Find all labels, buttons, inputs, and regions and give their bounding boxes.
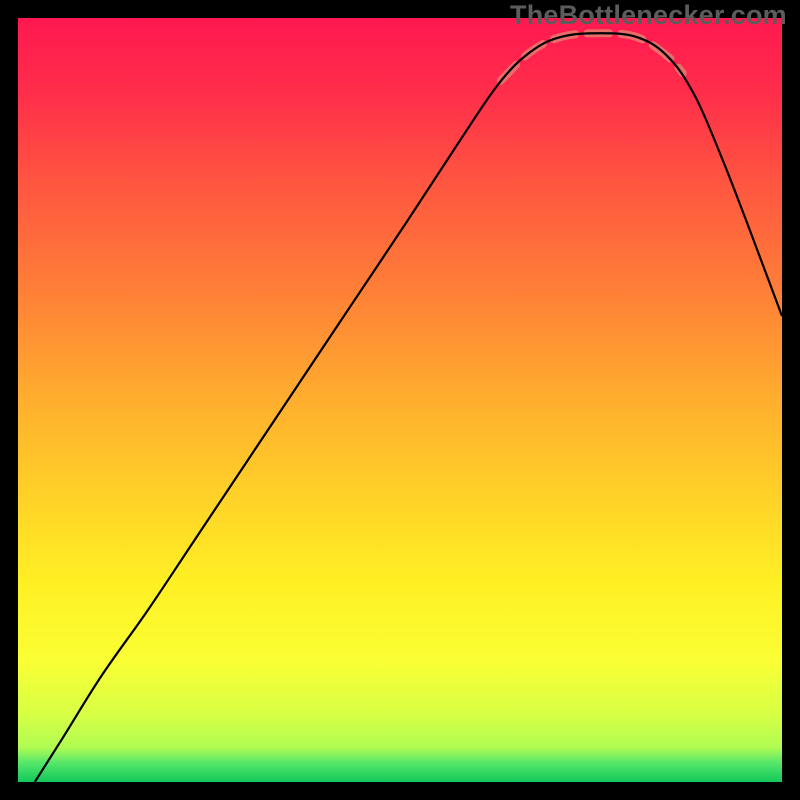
chart-svg xyxy=(18,18,782,782)
chart-frame xyxy=(18,18,782,782)
gradient-background xyxy=(18,18,782,782)
watermark-text: TheBottlenecker.com xyxy=(510,0,787,31)
